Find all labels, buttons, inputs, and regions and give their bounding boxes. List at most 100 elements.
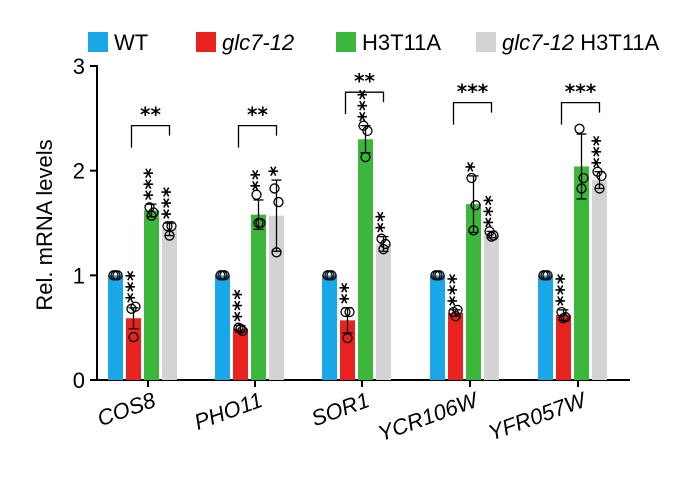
data-point [146,210,157,221]
bar [233,328,248,380]
significance-star: * [588,157,612,168]
significance-star: * [247,180,271,191]
data-point [452,304,463,316]
significance-star: * [229,311,253,322]
significance-star: * [552,295,576,306]
data-point [340,306,351,318]
data-point [130,301,141,312]
y-tick-label: 1 [73,263,85,288]
y-axis-label: Rel. mRNA levels [32,139,57,310]
comparison-label: ** [354,69,375,93]
significance-star: * [588,146,612,157]
bar [556,315,571,380]
comparison-bracket [560,101,601,125]
significance-star: * [140,189,164,200]
legend: WT glc7-12 H3T11A glc7-12 H3T11A [88,30,660,55]
significance-star: * [354,100,378,111]
data-point [269,183,280,194]
data-point [466,172,477,184]
data-point [578,172,589,184]
data-point [128,331,139,343]
x-category-label: PHO11 [191,387,266,435]
significance-star: * [552,284,576,295]
data-point [486,231,497,242]
significance-star: * [265,165,289,176]
legend-label: H3T11A [362,30,441,55]
bar [322,275,337,380]
comparison-bracket [237,125,278,148]
significance-star: * [140,167,164,178]
data-point [273,196,284,208]
data-point [342,332,353,344]
legend-swatch [88,32,108,52]
bar [592,180,607,380]
significance-star: * [372,222,396,233]
data-point [470,200,481,211]
bar [484,234,499,380]
data-point [360,151,371,163]
comparison-label: *** [565,80,597,104]
data-point [488,230,499,241]
comparison-bracket [130,125,171,148]
significance-star: * [140,178,164,189]
bar [448,313,463,380]
y-tick-label: 0 [73,368,85,393]
significance-star: * [354,111,378,122]
data-point [558,313,569,324]
legend-label: glc7-12 H3T11A [502,30,660,55]
data-point [237,325,248,336]
significance-star: * [158,186,182,197]
legend-swatch [476,32,496,52]
comparison-bracket [452,101,493,125]
significance-star: * [158,197,182,208]
bar [162,229,177,380]
data-point [253,217,264,229]
significance-star: * [462,161,486,172]
bar [215,275,230,380]
bar [269,215,284,380]
x-category-label: COS8 [94,387,160,431]
data-point [162,220,173,232]
legend-swatch [196,32,216,52]
significance-star: * [336,282,360,293]
bar [574,166,589,380]
comparison-label: ** [140,103,161,127]
comparison-label: *** [457,80,489,104]
data-point [362,125,373,137]
data-point [344,306,355,318]
data-point [576,183,587,194]
bar [538,275,553,380]
x-category-label: YFR057W [485,386,591,445]
significance-star: * [122,270,146,281]
significance-star: * [444,295,468,306]
comparison-bracket [344,91,385,115]
x-category-labels: COS8 PHO11 SOR1 YCR106W YFR057W [94,380,591,446]
significance-star: * [158,208,182,219]
data-point [235,323,246,334]
bar [430,275,445,380]
bar [144,210,159,380]
data-point [110,270,121,281]
x-category-label: SOR1 [308,387,373,431]
significance-star: * [354,89,378,100]
data-point [164,230,175,241]
significance-star: * [247,169,271,180]
data-point [217,270,228,281]
data-point [380,238,391,250]
legend-label: glc7-12 [222,30,294,55]
data-point [378,244,389,255]
significance-star: * [122,292,146,303]
significance-star: * [588,135,612,146]
significance-star: * [480,195,504,206]
significance-star: * [336,293,360,304]
y-tick-label: 3 [73,54,85,79]
data-point [468,225,479,236]
bar [358,139,373,380]
significance-star: * [552,273,576,284]
data-point [540,270,551,281]
data-point [594,183,605,194]
legend-swatch [336,32,356,52]
data-point [596,170,607,182]
bar [251,214,266,380]
